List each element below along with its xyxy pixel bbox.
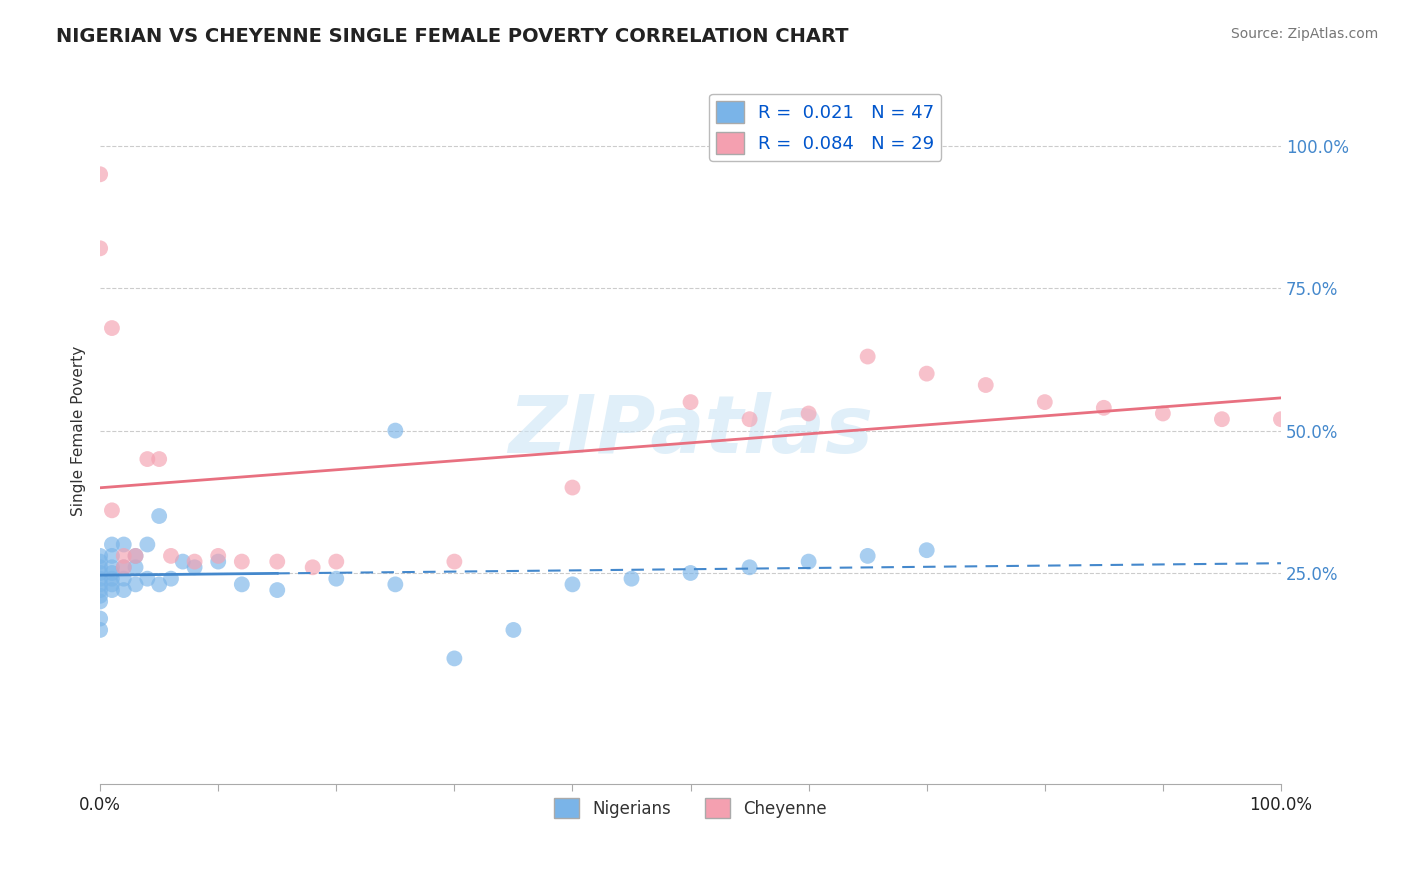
- Point: [148, 509, 170, 524]
- Point: [1270, 412, 1292, 426]
- Point: [112, 560, 135, 574]
- Point: [112, 560, 135, 574]
- Point: [183, 555, 205, 569]
- Point: [89, 549, 111, 563]
- Point: [101, 577, 124, 591]
- Point: [124, 560, 146, 574]
- Point: [148, 577, 170, 591]
- Point: [101, 583, 124, 598]
- Point: [1033, 395, 1056, 409]
- Point: [101, 537, 124, 551]
- Point: [915, 543, 938, 558]
- Point: [856, 549, 879, 563]
- Point: [89, 577, 111, 591]
- Point: [101, 549, 124, 563]
- Point: [89, 572, 111, 586]
- Point: [384, 424, 406, 438]
- Point: [325, 555, 347, 569]
- Point: [1211, 412, 1233, 426]
- Point: [124, 549, 146, 563]
- Point: [443, 555, 465, 569]
- Text: NIGERIAN VS CHEYENNE SINGLE FEMALE POVERTY CORRELATION CHART: NIGERIAN VS CHEYENNE SINGLE FEMALE POVER…: [56, 27, 849, 45]
- Point: [620, 572, 643, 586]
- Point: [679, 566, 702, 580]
- Y-axis label: Single Female Poverty: Single Female Poverty: [72, 345, 86, 516]
- Point: [148, 452, 170, 467]
- Point: [101, 572, 124, 586]
- Point: [124, 577, 146, 591]
- Point: [797, 555, 820, 569]
- Point: [561, 577, 583, 591]
- Point: [112, 572, 135, 586]
- Point: [172, 555, 194, 569]
- Point: [89, 566, 111, 580]
- Point: [160, 549, 183, 563]
- Point: [325, 572, 347, 586]
- Point: [101, 503, 124, 517]
- Point: [101, 560, 124, 574]
- Point: [89, 611, 111, 625]
- Point: [1092, 401, 1115, 415]
- Point: [266, 583, 288, 598]
- Point: [679, 395, 702, 409]
- Point: [207, 549, 229, 563]
- Text: ZIPatlas: ZIPatlas: [508, 392, 873, 469]
- Point: [797, 407, 820, 421]
- Point: [856, 350, 879, 364]
- Point: [738, 560, 761, 574]
- Point: [124, 549, 146, 563]
- Point: [112, 537, 135, 551]
- Point: [738, 412, 761, 426]
- Point: [136, 537, 159, 551]
- Text: Source: ZipAtlas.com: Source: ZipAtlas.com: [1230, 27, 1378, 41]
- Point: [136, 572, 159, 586]
- Point: [101, 566, 124, 580]
- Point: [136, 452, 159, 467]
- Point: [231, 577, 253, 591]
- Point: [160, 572, 183, 586]
- Point: [1152, 407, 1174, 421]
- Point: [89, 623, 111, 637]
- Point: [443, 651, 465, 665]
- Point: [89, 555, 111, 569]
- Point: [89, 594, 111, 608]
- Point: [89, 589, 111, 603]
- Point: [101, 321, 124, 335]
- Point: [89, 241, 111, 255]
- Point: [301, 560, 323, 574]
- Point: [502, 623, 524, 637]
- Point: [231, 555, 253, 569]
- Point: [561, 481, 583, 495]
- Point: [384, 577, 406, 591]
- Point: [974, 378, 997, 392]
- Point: [89, 167, 111, 181]
- Legend: Nigerians, Cheyenne: Nigerians, Cheyenne: [548, 791, 834, 825]
- Point: [112, 549, 135, 563]
- Point: [207, 555, 229, 569]
- Point: [915, 367, 938, 381]
- Point: [89, 583, 111, 598]
- Point: [266, 555, 288, 569]
- Point: [89, 560, 111, 574]
- Point: [112, 583, 135, 598]
- Point: [183, 560, 205, 574]
